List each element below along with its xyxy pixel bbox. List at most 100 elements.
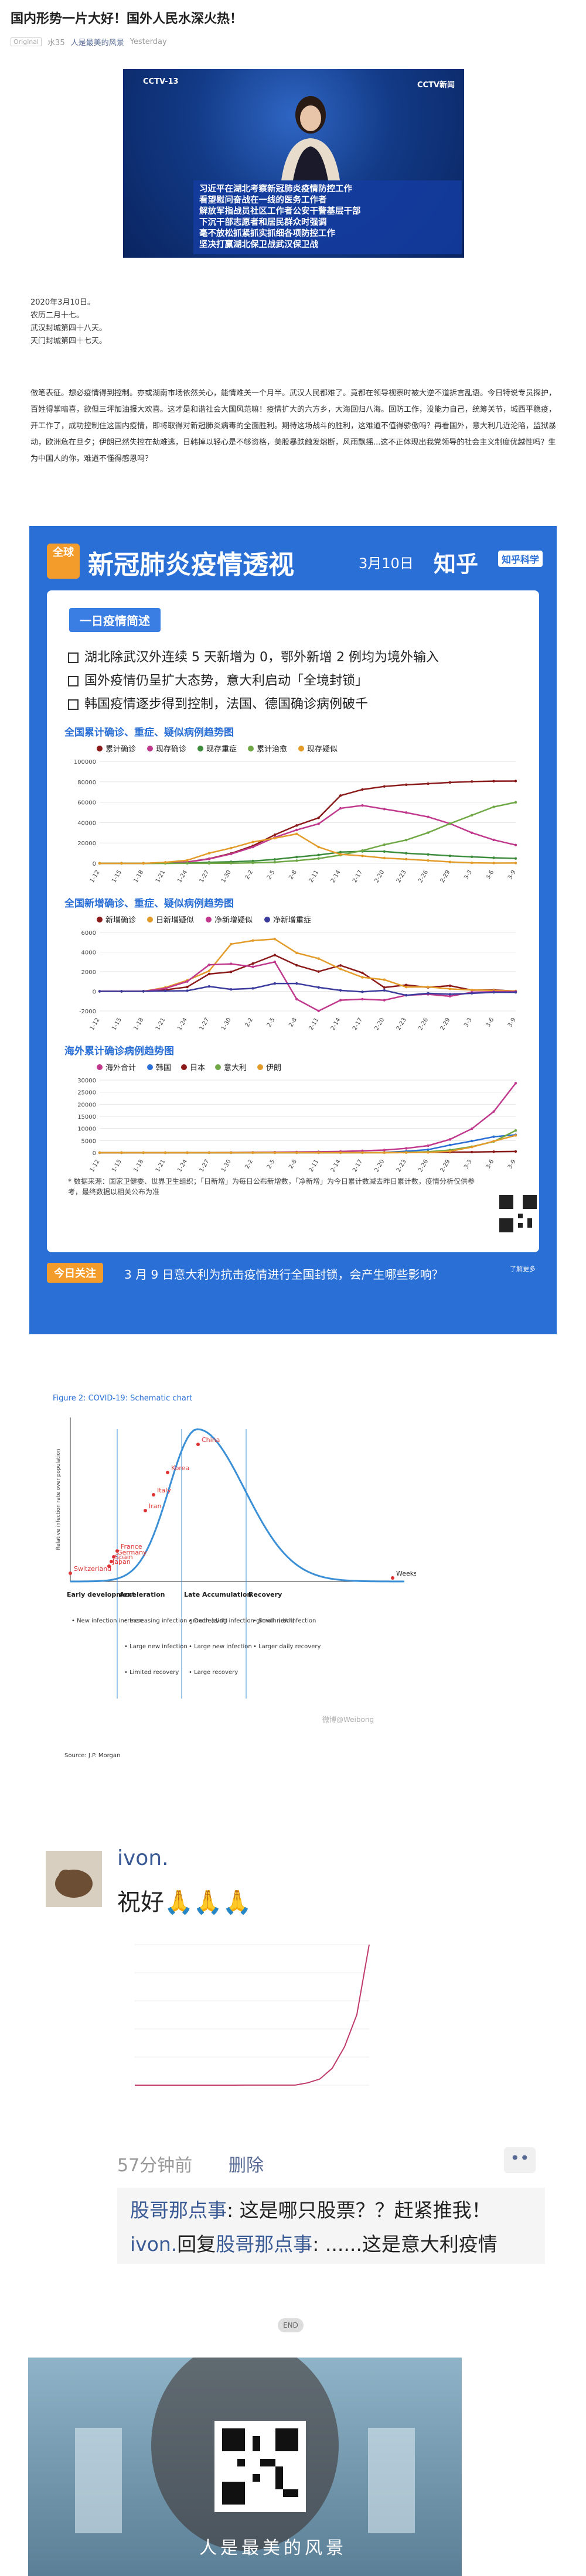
delete-link[interactable]: 删除 [229, 2155, 264, 2176]
today-focus-badge: 今日关注 [47, 1263, 103, 1283]
data-point [514, 1082, 517, 1085]
x-tick-label: 1-30 [220, 1017, 233, 1031]
data-point [361, 1149, 364, 1152]
legend-marker [298, 746, 304, 751]
bullet-item: 韩国疫情逐步得到控制，法国、德国确诊病例破千 [68, 693, 368, 712]
ellipsis-icon[interactable]: •• [504, 2147, 536, 2173]
x-tick-label: 1-18 [132, 1017, 145, 1031]
data-point [383, 843, 386, 846]
legend-marker [181, 1064, 187, 1070]
x-tick-label: 2-20 [374, 1017, 386, 1031]
x-tick-label: 1-12 [89, 1017, 101, 1031]
new-cases-chart: 新增确诊 日新增疑似 净新增疑似 净新增重症 -2000 0 2000 4000 6000 1-1… [79, 915, 517, 1031]
data-point [514, 801, 517, 804]
annotation-label: Spain [115, 1553, 133, 1561]
legend-label: 现存确诊 [156, 745, 186, 754]
global-badge: 全球 [47, 544, 80, 579]
account-link[interactable]: 人是最美的风景 [70, 39, 124, 47]
comment-chart-image[interactable] [117, 1933, 381, 2109]
data-point [471, 780, 473, 783]
data-point [492, 805, 495, 808]
data-point [427, 815, 430, 818]
y-tick-label: 80000 [77, 780, 96, 786]
legend-marker [97, 746, 103, 751]
data-point [404, 857, 408, 861]
data-point [273, 982, 277, 985]
y-tick-label: 30000 [77, 1078, 96, 1084]
cctv-logo: CCTV-13 [143, 77, 179, 86]
y-tick-label: 5000 [81, 1138, 96, 1144]
x-tick-label: 2-14 [330, 1017, 342, 1031]
legend-marker [206, 917, 212, 923]
x-tick-label: 1-24 [176, 1159, 189, 1173]
date-line: 2020年3月10日。 [30, 298, 95, 307]
news-screenshot: CCTV-13 CCTV新闻 习近平在湖北考察新冠肺炎疫情防控工作 看望慰问奋战… [123, 69, 464, 258]
legend-marker [97, 917, 103, 923]
data-point [471, 988, 473, 992]
data-point [361, 788, 364, 791]
cctv-news-logo: CCTV新闻 [417, 81, 455, 90]
data-point [339, 999, 342, 1002]
data-point [317, 986, 320, 989]
x-tick-label: 2-11 [308, 869, 320, 884]
data-point [317, 970, 320, 973]
annotation-label: Italy [157, 1487, 171, 1494]
phase-title: Recovery [248, 1591, 282, 1598]
data-point [492, 838, 495, 842]
epidemic-infographic: 全球 新冠肺炎疫情透视 3月10日 知乎 知乎科学 一日疫情简述 湖北除武汉外连… [29, 526, 557, 1334]
x-tick-label: 3-6 [485, 1159, 496, 1170]
x-tick-label: 2-26 [417, 1017, 430, 1031]
annotation-marker [152, 1493, 155, 1497]
x-tick-label: 1-27 [199, 1159, 211, 1173]
data-point [404, 983, 408, 986]
annotation-marker [115, 1549, 119, 1553]
data-point [514, 1150, 517, 1153]
phase-item: • Large new infection [124, 1644, 188, 1650]
data-point [492, 862, 495, 865]
data-point [339, 1151, 342, 1154]
end-marker: END [278, 2318, 304, 2332]
phase-item: • Decreasing infection growth (d/dt) [189, 1618, 295, 1624]
annotation-label: Japan [112, 1558, 131, 1566]
data-point [339, 794, 342, 797]
series-line [100, 804, 516, 865]
x-tick-label: 2-2 [244, 869, 254, 881]
comment-user[interactable]: ivon. [117, 1846, 169, 1870]
data-point [98, 990, 101, 993]
legend-marker [257, 1064, 263, 1070]
comment-time: 57分钟前 [117, 2155, 193, 2176]
data-point [207, 985, 211, 988]
data-point [230, 988, 233, 991]
data-point [427, 859, 430, 862]
data-footnote: * 数据来源：国家卫健委、世界卫生组织；「日新增」为每日公布新增数，「净新增」为… [68, 1177, 475, 1196]
qr-code[interactable] [214, 2421, 306, 2512]
y-tick-label: 20000 [77, 1102, 96, 1108]
x-tick-label: 2-26 [417, 869, 430, 884]
data-point [404, 1147, 408, 1150]
data-point [295, 997, 298, 1001]
date-line: 武汉封城第四十八天。 [30, 324, 107, 333]
data-point [317, 845, 320, 849]
data-point [361, 976, 364, 979]
avatar[interactable] [46, 1851, 102, 1907]
x-tick-label: 2-5 [266, 1159, 277, 1170]
data-point [251, 861, 254, 865]
data-point [186, 1151, 189, 1154]
reply-item: 股哥那点事: 这是哪只股票？？赶紧推我！ [130, 2199, 491, 2222]
x-tick-label: 1-27 [199, 1017, 211, 1031]
article-title: 国内形势一片大好！国外人民水深火热！ [11, 12, 243, 26]
data-point [448, 993, 452, 996]
annotation-marker [107, 1564, 111, 1568]
data-point [317, 1151, 320, 1154]
data-point [339, 807, 342, 810]
phase-item: • Increasing infection growth (d/dt) [124, 1618, 227, 1624]
publish-date: Yesterday [130, 37, 167, 46]
data-point [427, 1151, 430, 1154]
y-tick-label: 10000 [77, 1126, 96, 1133]
x-tick-label: 1-15 [111, 1017, 123, 1031]
schematic-curve-line [70, 1428, 405, 1583]
data-point [383, 986, 386, 989]
x-tick-label: 3-6 [485, 869, 496, 881]
data-point [361, 804, 364, 807]
series-line [135, 1944, 370, 2086]
